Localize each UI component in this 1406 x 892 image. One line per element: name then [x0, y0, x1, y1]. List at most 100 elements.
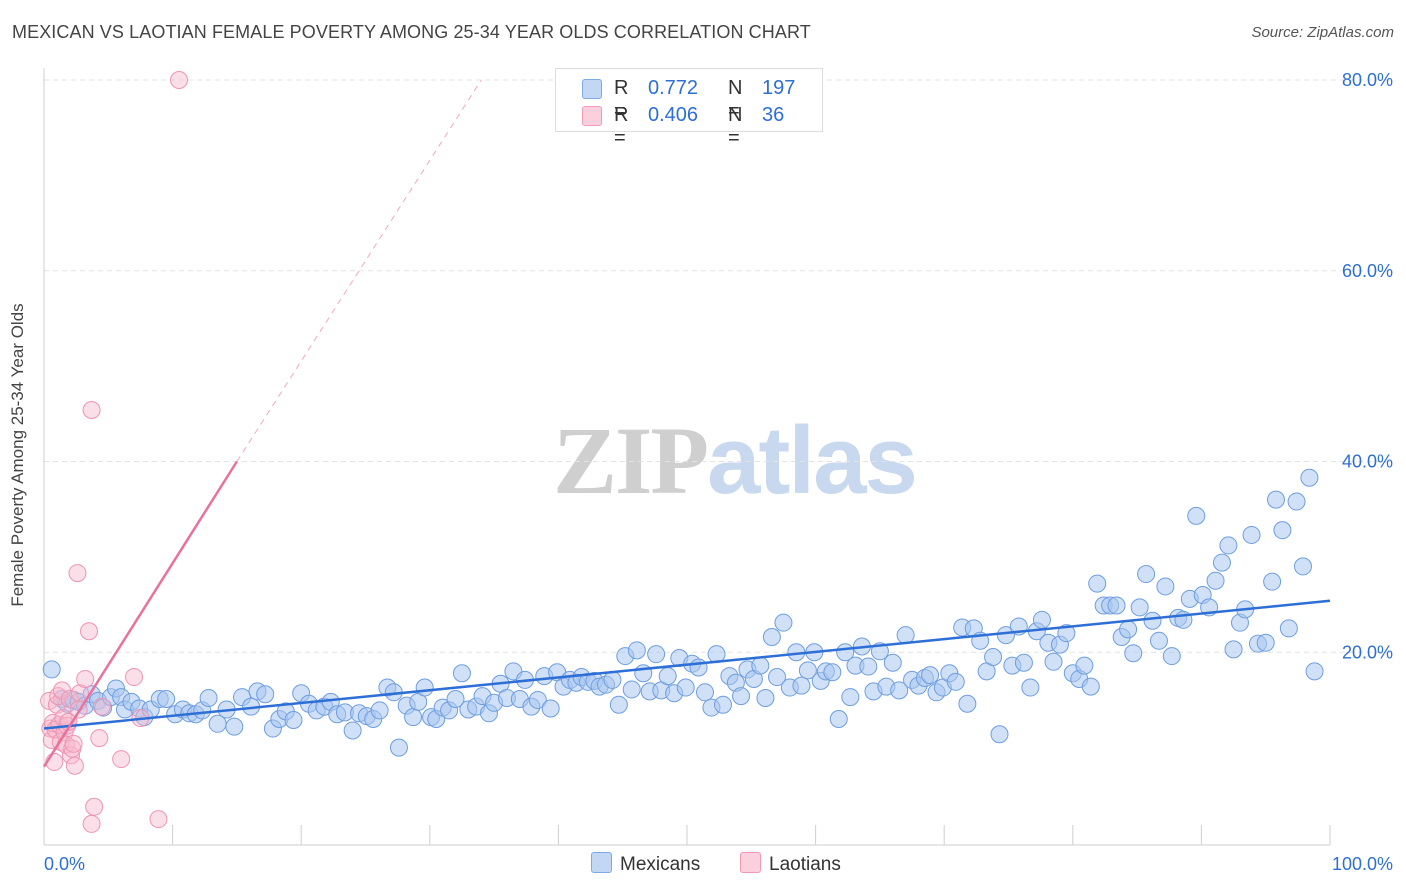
mexicans-point: [1075, 656, 1094, 675]
mexicans-point: [829, 710, 848, 729]
mexicans-point: [984, 648, 1003, 667]
laotians-point: [149, 810, 168, 829]
x-tick-label: 0.0%: [44, 854, 85, 874]
mexicans-point: [1300, 468, 1319, 487]
mexicans-point: [1137, 565, 1156, 584]
laotians-swatch: [582, 106, 602, 126]
mexicans-point: [798, 661, 817, 680]
laotians-point: [125, 668, 144, 687]
laotians-point: [85, 797, 104, 816]
mexicans-points: [42, 468, 1324, 757]
mexicans-point: [996, 626, 1015, 645]
laotians-point: [82, 400, 101, 419]
mexicans-point: [1219, 536, 1238, 555]
laotians-trend-line: [42, 460, 238, 768]
mexicans-point: [1081, 677, 1100, 696]
laotians-point: [64, 734, 83, 753]
mexicans-point: [1149, 631, 1168, 650]
mexicans-point: [446, 689, 465, 708]
mexicans-point: [541, 699, 560, 718]
mexicans-point: [1130, 598, 1149, 617]
mexicans-point: [647, 645, 666, 664]
mexicans-point: [946, 672, 965, 691]
mexicans-point: [627, 641, 646, 660]
laotians-point: [71, 684, 90, 703]
mexicans-point: [896, 626, 915, 645]
laotians-point: [65, 756, 84, 775]
mexicans-point: [1279, 619, 1298, 638]
mexicans-point: [452, 664, 471, 683]
mexicans-point: [370, 701, 389, 720]
mexicans-point: [841, 688, 860, 707]
laotians-legend-swatch: [740, 852, 761, 873]
source-label: Source: ZipAtlas.com: [1251, 24, 1394, 41]
mexicans-point: [883, 653, 902, 672]
y-tick-label: 40.0%: [1342, 452, 1393, 472]
laotians-points: [40, 71, 189, 833]
mexicans-legend-swatch: [591, 852, 612, 873]
y-axis-title: Female Poverty Among 25-34 Year Olds: [8, 303, 27, 607]
mexicans-point: [756, 689, 775, 708]
watermark-atlas: atlas: [707, 407, 918, 514]
mexicans-point: [404, 708, 423, 727]
mexicans-point: [1162, 647, 1181, 666]
mexicans-point: [1119, 620, 1138, 639]
mexicans-point: [890, 681, 909, 700]
laotians-point: [90, 729, 109, 748]
n-value: 197: [762, 77, 796, 99]
mexicans-point: [751, 656, 770, 675]
r-label: R =: [614, 104, 629, 149]
mexicans-point: [1212, 553, 1231, 572]
trend-lines: [42, 79, 1331, 768]
mexicans-point: [256, 685, 275, 704]
legend-item-laotians: Laotians: [740, 852, 841, 876]
mexicans-point: [603, 670, 622, 689]
mexicans-point: [768, 668, 787, 687]
mexicans-point: [1021, 678, 1040, 697]
mexicans-trend-line: [43, 599, 1331, 730]
mexicans-point: [1287, 492, 1306, 511]
mexicans-point: [1266, 490, 1285, 509]
mexicans-legend-label: Mexicans: [620, 854, 701, 875]
mexicans-point: [1242, 525, 1261, 544]
mexicans-point: [689, 658, 708, 677]
axes: [43, 68, 1331, 846]
mexicans-point: [859, 657, 878, 676]
laotians-point: [170, 71, 189, 89]
correlation-legend: R = 0.772 N = 197 R = 0.406 N = 36: [555, 68, 823, 149]
mexicans-point: [1273, 521, 1292, 540]
n-value: 36: [762, 104, 785, 126]
mexicans-point: [225, 717, 244, 736]
mexicans-point: [1044, 652, 1063, 671]
mexicans-point: [792, 676, 811, 695]
mexicans-point: [1305, 662, 1324, 681]
n-label: N =: [728, 104, 743, 149]
grid-lines: [44, 79, 1392, 653]
mexicans-point: [199, 689, 218, 708]
laotians-point: [80, 622, 99, 641]
mexicans-point: [1107, 596, 1126, 615]
mexicans-point: [1256, 633, 1275, 652]
mexicans-point: [1032, 610, 1051, 629]
y-tick-label: 20.0%: [1342, 642, 1393, 662]
laotians-trend-extension: [236, 79, 482, 462]
mexicans-point: [774, 613, 793, 632]
mexicans-point: [1156, 577, 1175, 596]
y-tick-label: 60.0%: [1342, 261, 1393, 281]
r-value: 0.772: [648, 77, 699, 99]
mexicans-point: [1224, 640, 1243, 659]
mexicans-point: [732, 687, 751, 706]
mexicans-point: [676, 678, 695, 697]
mexicans-swatch: [582, 79, 602, 99]
mexicans-point: [1014, 653, 1033, 672]
laotians-point: [82, 814, 101, 833]
laotians-point: [76, 669, 95, 688]
laotians-legend-label: Laotians: [769, 854, 841, 875]
chart-title: MEXICAN VS LAOTIAN FEMALE POVERTY AMONG …: [12, 22, 811, 42]
mexicans-point: [415, 678, 434, 697]
laotians-point: [68, 564, 87, 583]
mexicans-point: [157, 689, 176, 708]
mexicans-point: [1088, 574, 1107, 593]
mexicans-point: [622, 680, 641, 699]
mexicans-point: [990, 725, 1009, 744]
